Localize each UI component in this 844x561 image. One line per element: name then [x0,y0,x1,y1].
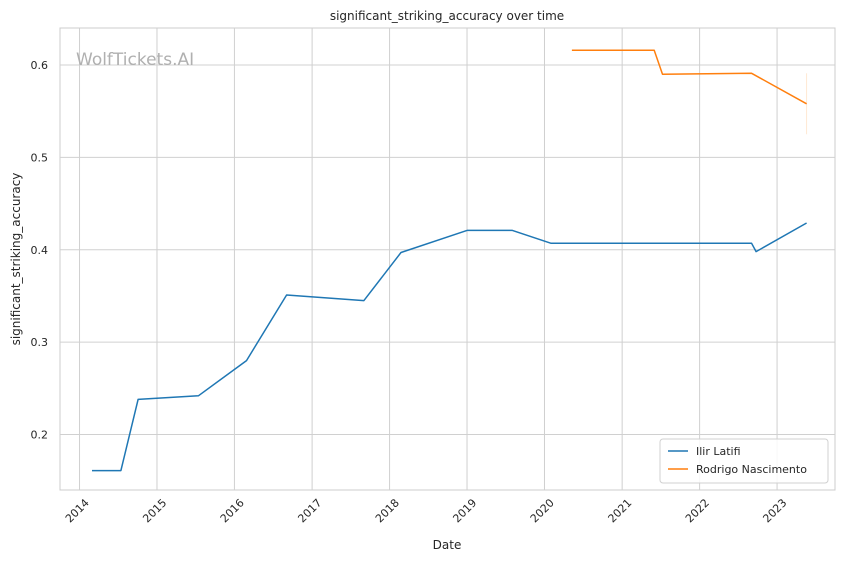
y-tick-label: 0.6 [31,59,49,72]
plot-area [59,27,836,491]
x-tick-label: 2014 [63,496,92,525]
y-axis-title: significant_striking_accuracy [9,173,23,346]
y-axis: 0.2 0.3 0.4 0.5 0.6 [31,59,49,442]
x-axis-title: Date [433,538,462,552]
series-line-1 [92,222,807,472]
x-tick-label: 2017 [295,496,324,525]
x-tick-label: 2019 [450,496,479,525]
grid-lines [60,28,835,490]
plot-frame [59,27,836,491]
legend: Ilir Latifi Rodrigo Nascimento [659,438,829,484]
x-tick-label: 2016 [218,496,247,525]
legend-box [659,438,829,484]
x-axis: 2014 2015 2016 2017 2018 2019 2020 2021 2022 2023 [63,496,790,525]
chart-title: significant_striking_accuracy over time [330,9,564,23]
x-tick-label: 2023 [760,496,789,525]
y-tick-label: 0.5 [31,151,49,164]
legend-label: Rodrigo Nascimento [696,463,807,476]
x-tick-label: 2015 [140,496,169,525]
series-line-2 [571,49,807,105]
x-tick-label: 2022 [683,496,712,525]
watermark: WolfTickets.AI [76,50,194,70]
y-tick-label: 0.2 [31,429,49,442]
x-tick-label: 2018 [373,496,402,525]
y-tick-label: 0.3 [31,336,49,349]
x-tick-label: 2021 [606,496,635,525]
y-tick-label: 0.4 [31,244,49,257]
legend-label: Ilir Latifi [696,445,741,458]
series-layer [92,49,808,472]
x-tick-label: 2020 [528,496,557,525]
